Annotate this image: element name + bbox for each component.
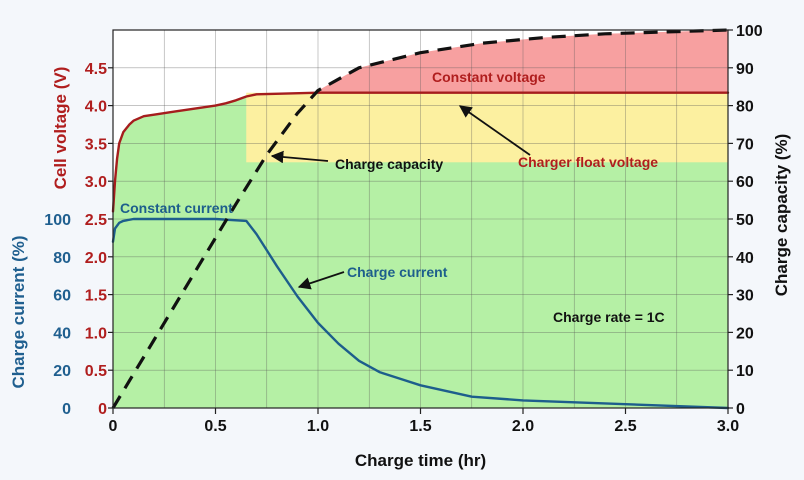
capacity-tick-label: 40 (736, 250, 754, 267)
annotations: Constant voltage Charge capacity Charger f… (120, 69, 665, 325)
voltage-tick-label: 3.0 (85, 174, 107, 191)
capacity-tick-label: 50 (736, 212, 754, 229)
current-tick-label: 40 (53, 325, 71, 342)
current-tick-label: 0 (62, 401, 71, 418)
annotation-constant-current: Constant current (120, 200, 233, 216)
voltage-tick-label: 0.5 (85, 363, 107, 380)
capacity-tick-label: 90 (736, 61, 754, 78)
region-yellow (246, 92, 728, 163)
x-tick-label: 2.0 (512, 418, 534, 435)
voltage-tick-label: 1.5 (85, 288, 107, 305)
capacity-tick-label: 30 (736, 288, 754, 305)
capacity-tick-label: 100 (736, 23, 763, 40)
series-voltage-line (111, 91, 730, 213)
capacity-tick-label: 20 (736, 325, 754, 342)
annotation-charge-current: Charge current (347, 264, 448, 280)
series-layer (111, 28, 730, 410)
x-tick-label: 2.5 (614, 418, 636, 435)
x-tick-label: 0 (109, 418, 118, 435)
voltage-tick-label: 2.0 (85, 250, 107, 267)
annotation-constant-voltage: Constant voltage (432, 69, 546, 85)
voltage-tick-label: 0 (98, 401, 107, 418)
voltage-tick-label: 1.0 (85, 325, 107, 342)
capacity-tick-label: 60 (736, 174, 754, 191)
voltage-tick-label: 3.5 (85, 136, 107, 153)
voltage-tick-label: 4.0 (85, 99, 107, 116)
x-axis-title: Charge time (hr) (355, 451, 486, 470)
voltage-axis-title: Cell voltage (V) (51, 67, 70, 190)
x-tick-label: 1.5 (409, 418, 431, 435)
series-capacity-line (111, 28, 729, 409)
capacity-tick-label: 10 (736, 363, 754, 380)
region-red (315, 30, 728, 93)
arrow-charge-current (297, 271, 345, 290)
arrow-charge-capacity (270, 150, 329, 164)
current-tick-label: 100 (44, 212, 71, 229)
capacity-axis-title: Charge capacity (%) (772, 134, 791, 297)
axes: 0 0.5 1.0 1.5 2.0 2.5 3.000.51.01.52.02.53.03.… (9, 23, 791, 470)
voltage-tick-label: 2.5 (85, 212, 107, 229)
x-tick-label: 0.5 (204, 418, 226, 435)
capacity-tick-label: 0 (736, 401, 745, 418)
capacity-tick-label: 80 (736, 99, 754, 116)
x-tick-label: 1.0 (307, 418, 329, 435)
current-tick-label: 20 (53, 363, 71, 380)
current-tick-label: 80 (53, 250, 71, 267)
annotation-charge-capacity: Charge capacity (335, 156, 443, 172)
current-axis-title: Charge current (%) (9, 235, 28, 388)
capacity-tick-label: 70 (736, 136, 754, 153)
x-tick-label: 3.0 (717, 418, 739, 435)
voltage-tick-label: 4.5 (85, 61, 107, 78)
arrow-charger-float (458, 105, 531, 156)
series-current-line (111, 217, 730, 410)
current-tick-label: 60 (53, 288, 71, 305)
annotation-charge-rate: Charge rate = 1C (553, 309, 665, 325)
annotation-charger-float-voltage: Charger float voltage (518, 154, 658, 170)
